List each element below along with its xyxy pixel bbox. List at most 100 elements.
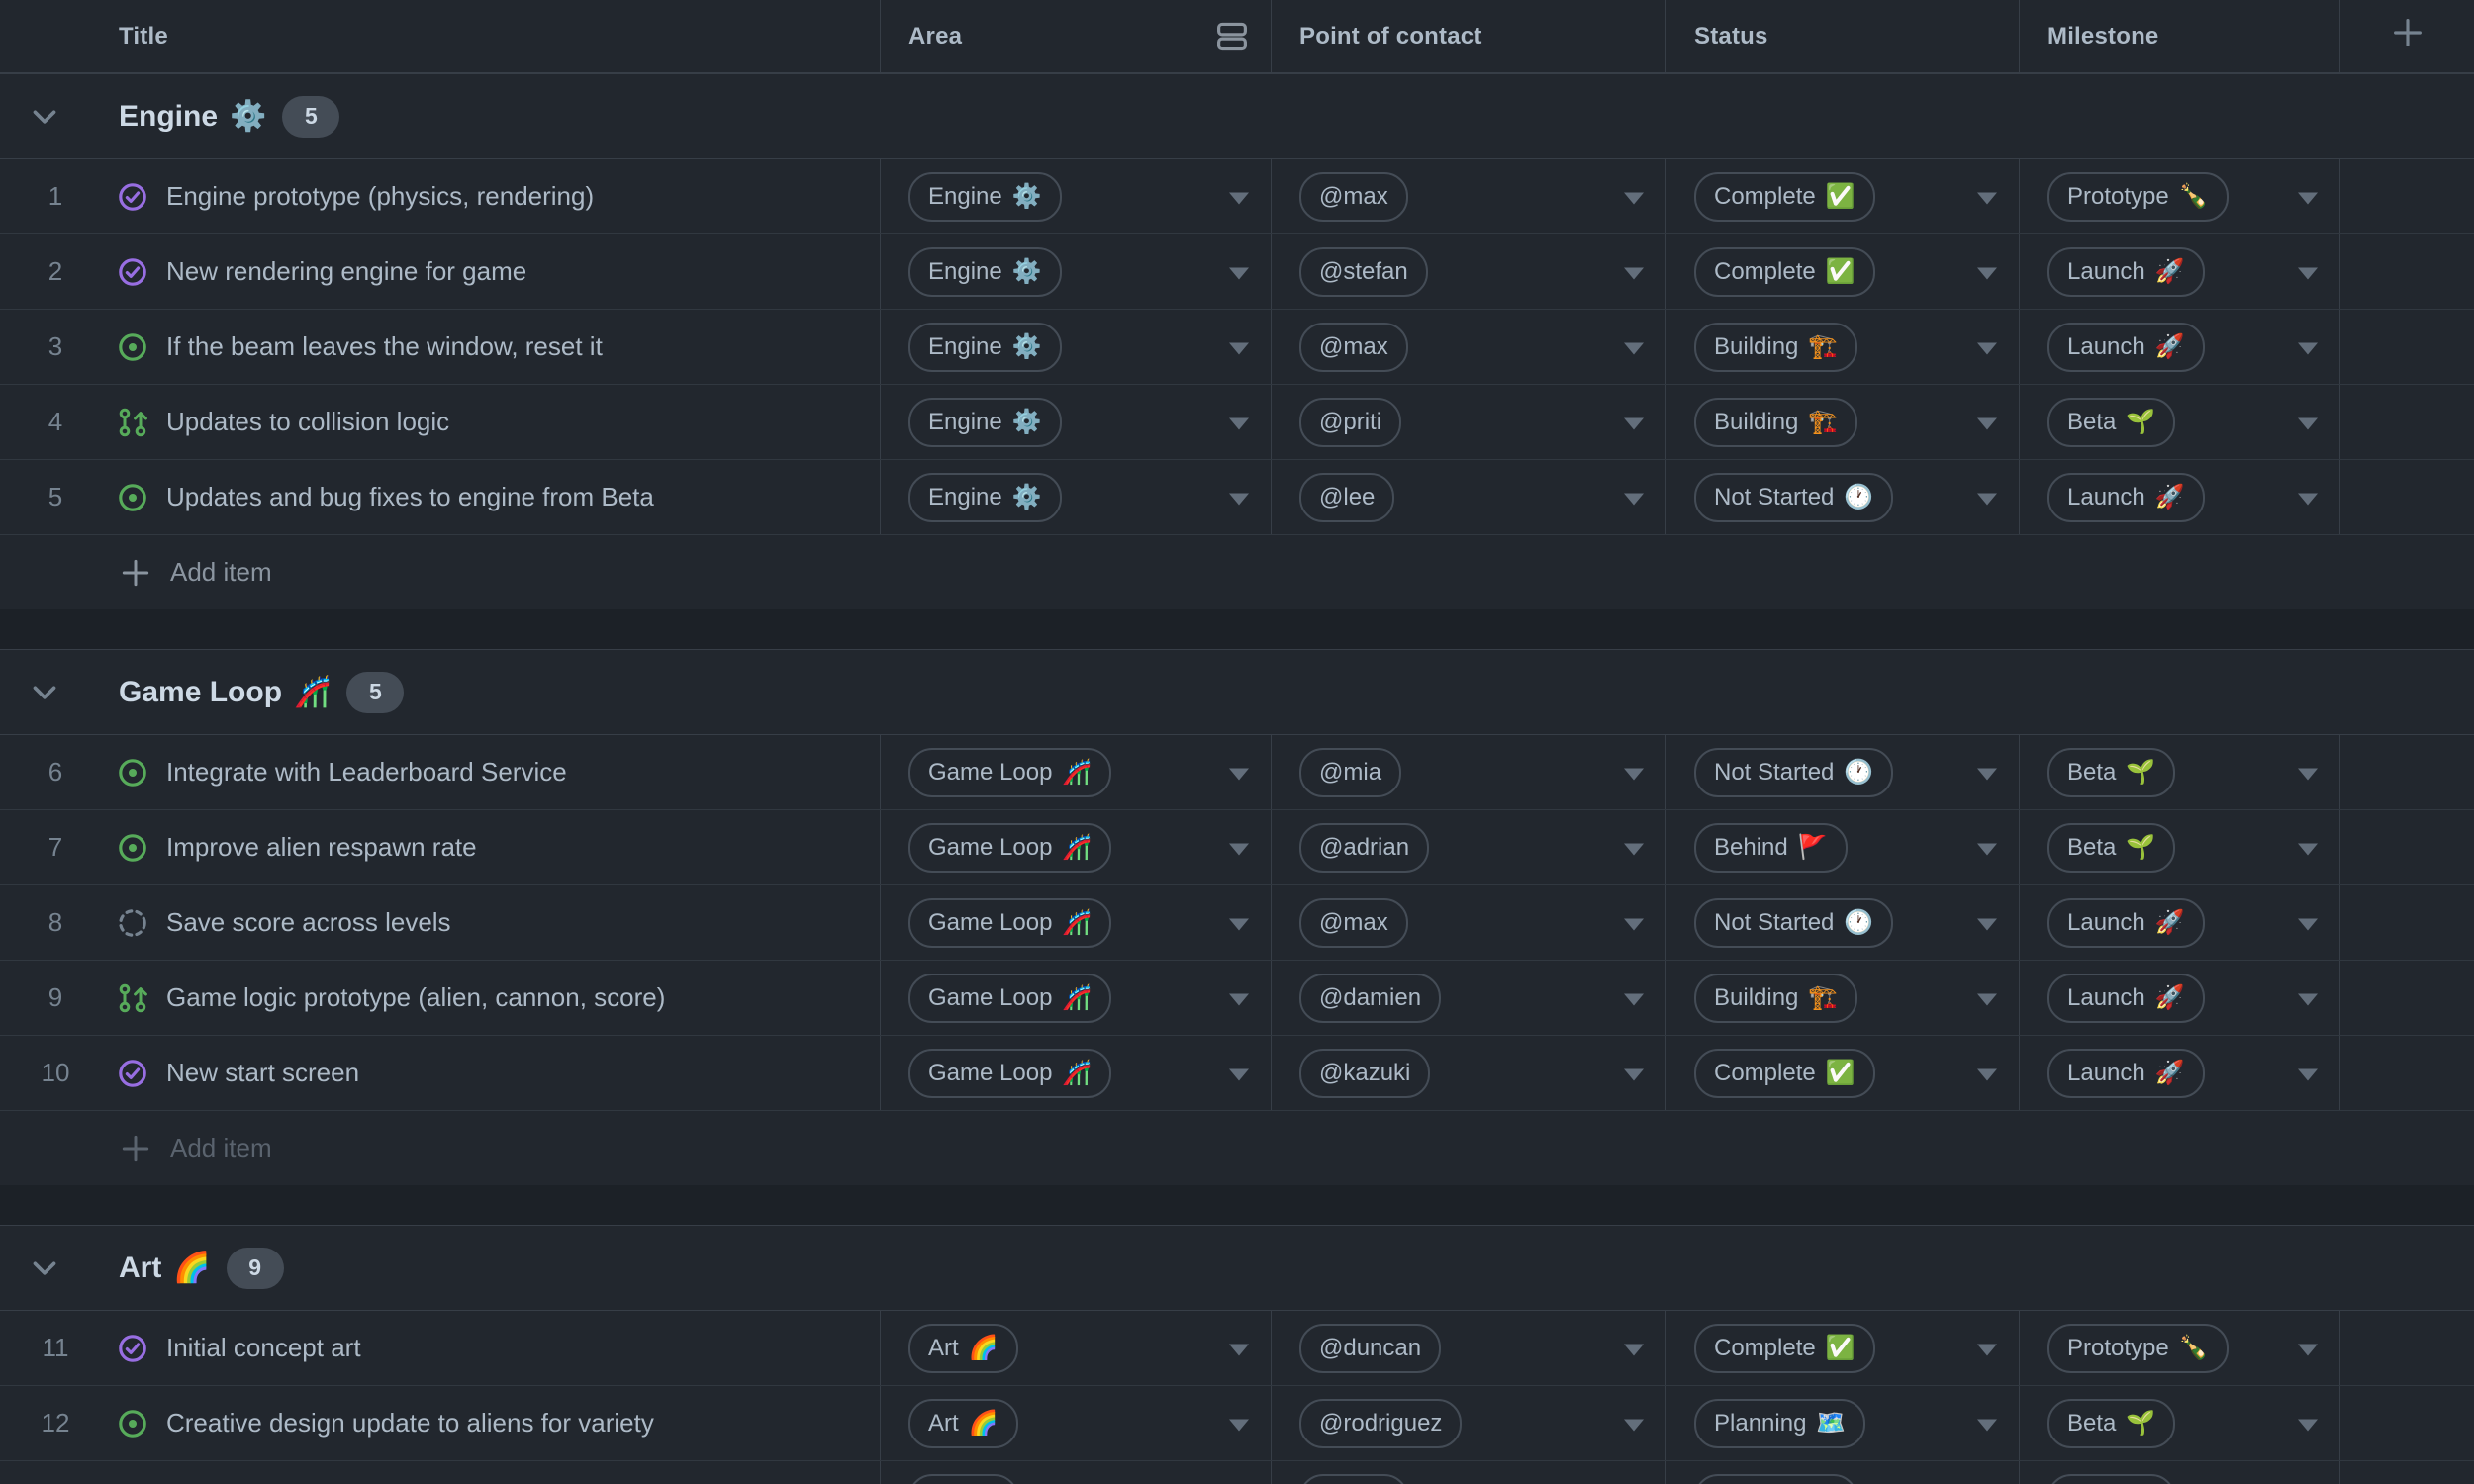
status-cell[interactable]: Not Started 🕐: [1666, 885, 2020, 960]
caret-down-icon[interactable]: [2298, 992, 2318, 1005]
area-cell[interactable]: Art🌈: [881, 1311, 1272, 1385]
area-cell[interactable]: Engine ⚙️: [881, 159, 1272, 233]
milestone-cell[interactable]: Beta 🌱: [2020, 385, 2340, 459]
status-cell[interactable]: Building🏗️: [1666, 385, 2020, 459]
caret-down-icon[interactable]: [2298, 1343, 2318, 1355]
caret-down-icon[interactable]: [2298, 917, 2318, 930]
column-header-title[interactable]: Title: [0, 0, 881, 72]
caret-down-icon[interactable]: [1624, 266, 1644, 279]
caret-down-icon[interactable]: [1229, 1343, 1249, 1355]
caret-down-icon[interactable]: [1229, 1067, 1249, 1080]
milestone-cell[interactable]: Launch 🚀: [2020, 885, 2340, 960]
status-cell[interactable]: Complete ✅: [1666, 1311, 2020, 1385]
caret-down-icon[interactable]: [2298, 767, 2318, 780]
caret-down-icon[interactable]: [1624, 1067, 1644, 1080]
status-cell[interactable]: Not Started 🕐: [1666, 735, 2020, 809]
contact-cell[interactable]: @damien: [1272, 961, 1666, 1035]
area-cell[interactable]: Engine ⚙️: [881, 234, 1272, 309]
caret-down-icon[interactable]: [1977, 842, 1997, 855]
status-cell[interactable]: Building🏗️: [1666, 1461, 2020, 1484]
milestone-cell[interactable]: Launch 🚀: [2020, 460, 2340, 534]
status-cell[interactable]: Complete ✅: [1666, 1036, 2020, 1110]
contact-cell[interactable]: @lee: [1272, 460, 1666, 534]
caret-down-icon[interactable]: [1624, 917, 1644, 930]
item-title-link[interactable]: Integrate with Leaderboard Service: [166, 757, 567, 787]
caret-down-icon[interactable]: [1624, 1418, 1644, 1431]
chevron-down-icon[interactable]: [28, 100, 87, 134]
contact-cell[interactable]: @kazuki: [1272, 1036, 1666, 1110]
caret-down-icon[interactable]: [1229, 191, 1249, 204]
caret-down-icon[interactable]: [1229, 492, 1249, 505]
milestone-cell[interactable]: Beta 🌱: [2020, 810, 2340, 884]
item-title-link[interactable]: Engine prototype (physics, rendering): [166, 181, 595, 211]
caret-down-icon[interactable]: [1977, 1343, 1997, 1355]
caret-down-icon[interactable]: [1624, 417, 1644, 429]
caret-down-icon[interactable]: [1624, 191, 1644, 204]
caret-down-icon[interactable]: [1977, 191, 1997, 204]
caret-down-icon[interactable]: [2298, 266, 2318, 279]
caret-down-icon[interactable]: [1977, 266, 1997, 279]
status-cell[interactable]: Building🏗️: [1666, 961, 2020, 1035]
item-title-link[interactable]: Initial concept art: [166, 1333, 361, 1362]
item-title-link[interactable]: Creative design update to aliens for var…: [166, 1408, 654, 1438]
contact-cell[interactable]: @max: [1272, 310, 1666, 384]
area-cell[interactable]: Game Loop 🎢: [881, 735, 1272, 809]
item-title-link[interactable]: New rendering engine for game: [166, 256, 527, 286]
caret-down-icon[interactable]: [1977, 492, 1997, 505]
contact-cell[interactable]: @rodriguez: [1272, 1386, 1666, 1460]
rows-icon[interactable]: [1215, 20, 1249, 53]
area-cell[interactable]: Game Loop 🎢: [881, 810, 1272, 884]
add-column-button[interactable]: [2340, 0, 2474, 72]
column-header-area[interactable]: Area: [881, 0, 1272, 72]
area-cell[interactable]: Art🌈: [881, 1386, 1272, 1460]
caret-down-icon[interactable]: [1624, 767, 1644, 780]
area-cell[interactable]: Game Loop 🎢: [881, 885, 1272, 960]
column-header-milestone[interactable]: Milestone: [2020, 0, 2340, 72]
milestone-cell[interactable]: Launch 🚀: [2020, 1036, 2340, 1110]
item-title-link[interactable]: Game logic prototype (alien, cannon, sco…: [166, 982, 666, 1012]
milestone-cell[interactable]: Prototype 🍾: [2020, 1311, 2340, 1385]
contact-cell[interactable]: @priti: [1272, 385, 1666, 459]
item-title-link[interactable]: If the beam leaves the window, reset it: [166, 331, 603, 361]
column-header-status[interactable]: Status: [1666, 0, 2020, 72]
status-cell[interactable]: Not Started 🕐: [1666, 460, 2020, 534]
item-title-link[interactable]: New start screen: [166, 1058, 360, 1087]
area-cell[interactable]: Game Loop 🎢: [881, 961, 1272, 1035]
milestone-cell[interactable]: Launch 🚀: [2020, 310, 2340, 384]
milestone-cell[interactable]: Beta 🌱: [2020, 735, 2340, 809]
status-cell[interactable]: Building🏗️: [1666, 310, 2020, 384]
item-title-link[interactable]: Updates and bug fixes to engine from Bet…: [166, 482, 654, 511]
caret-down-icon[interactable]: [1624, 492, 1644, 505]
status-cell[interactable]: Behind 🚩: [1666, 810, 2020, 884]
caret-down-icon[interactable]: [1229, 1418, 1249, 1431]
chevron-down-icon[interactable]: [28, 1252, 87, 1285]
caret-down-icon[interactable]: [1229, 917, 1249, 930]
add-item-button[interactable]: Add item: [0, 535, 2474, 609]
add-item-button[interactable]: Add item: [0, 1111, 2474, 1185]
milestone-cell[interactable]: Launch 🚀: [2020, 234, 2340, 309]
caret-down-icon[interactable]: [1977, 767, 1997, 780]
caret-down-icon[interactable]: [1977, 1418, 1997, 1431]
caret-down-icon[interactable]: [1977, 1067, 1997, 1080]
chevron-down-icon[interactable]: [28, 676, 87, 709]
caret-down-icon[interactable]: [1977, 992, 1997, 1005]
contact-cell[interactable]: @sam: [1272, 1461, 1666, 1484]
caret-down-icon[interactable]: [1977, 417, 1997, 429]
item-title-link[interactable]: Improve alien respawn rate: [166, 832, 477, 862]
caret-down-icon[interactable]: [2298, 417, 2318, 429]
contact-cell[interactable]: @stefan: [1272, 234, 1666, 309]
caret-down-icon[interactable]: [1624, 341, 1644, 354]
caret-down-icon[interactable]: [1229, 767, 1249, 780]
status-cell[interactable]: Complete ✅: [1666, 159, 2020, 233]
column-header-contact[interactable]: Point of contact: [1272, 0, 1666, 72]
caret-down-icon[interactable]: [2298, 1067, 2318, 1080]
area-cell[interactable]: Art🌈: [881, 1461, 1272, 1484]
caret-down-icon[interactable]: [2298, 842, 2318, 855]
milestone-cell[interactable]: Prototype 🍾: [2020, 159, 2340, 233]
contact-cell[interactable]: @duncan: [1272, 1311, 1666, 1385]
status-cell[interactable]: Planning 🗺️: [1666, 1386, 2020, 1460]
caret-down-icon[interactable]: [1229, 341, 1249, 354]
area-cell[interactable]: Game Loop 🎢: [881, 1036, 1272, 1110]
caret-down-icon[interactable]: [1229, 417, 1249, 429]
area-cell[interactable]: Engine ⚙️: [881, 310, 1272, 384]
